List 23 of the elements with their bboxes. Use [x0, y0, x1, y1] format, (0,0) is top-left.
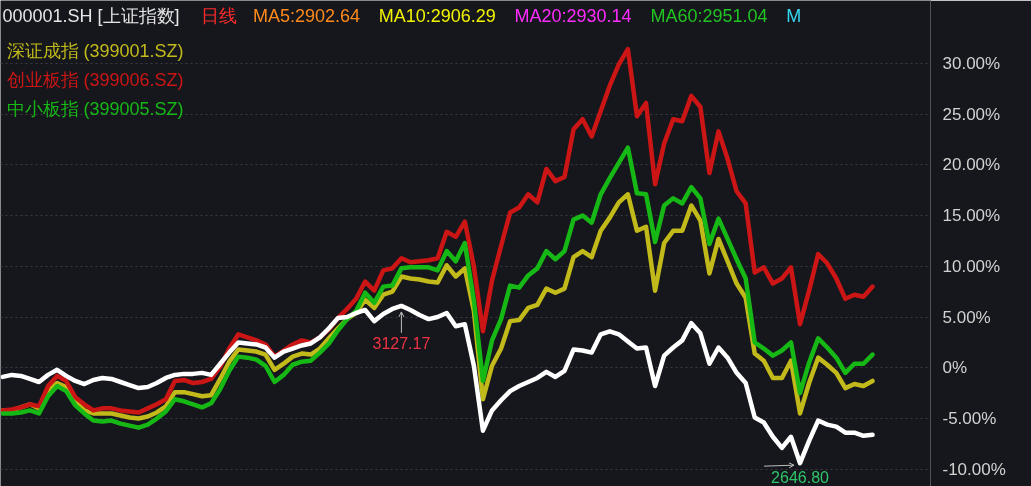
annotation: 3127.17 [372, 334, 431, 352]
annotation: M [786, 5, 802, 26]
y-tick-label: 10.00% [942, 256, 1001, 276]
y-tick-label: 5.00% [942, 307, 991, 327]
y-tick-label: 15.00% [942, 206, 1001, 226]
y-tick-label: 25.00% [942, 104, 1001, 124]
text: 深证成指 (399001.SZ) [6, 40, 184, 61]
line-series [0, 303, 875, 466]
y-tick-label: 0% [942, 358, 968, 378]
y-tick-label: -10.00% [942, 459, 1006, 479]
annotation: MA5:2902.64 [253, 5, 361, 26]
line-series [0, 145, 875, 430]
chart-subtitle: 日线 [201, 5, 238, 26]
annotation: MA60:2951.04 [650, 5, 768, 26]
y-tick-label: 20.00% [942, 155, 1001, 175]
annotation: MA10:2906.29 [378, 5, 496, 26]
chart-title: 000001.SH [上证指数] [2, 5, 180, 26]
y-tick-label: -5.00% [942, 409, 997, 429]
annotation: MA20:2930.14 [514, 5, 632, 26]
text: 中小板指 (399005.SZ) [6, 98, 184, 119]
text: 创业板指 (399006.SZ) [6, 69, 184, 90]
y-tick-label: 30.00% [942, 53, 1001, 73]
annotation: 2646.80 [771, 469, 830, 486]
